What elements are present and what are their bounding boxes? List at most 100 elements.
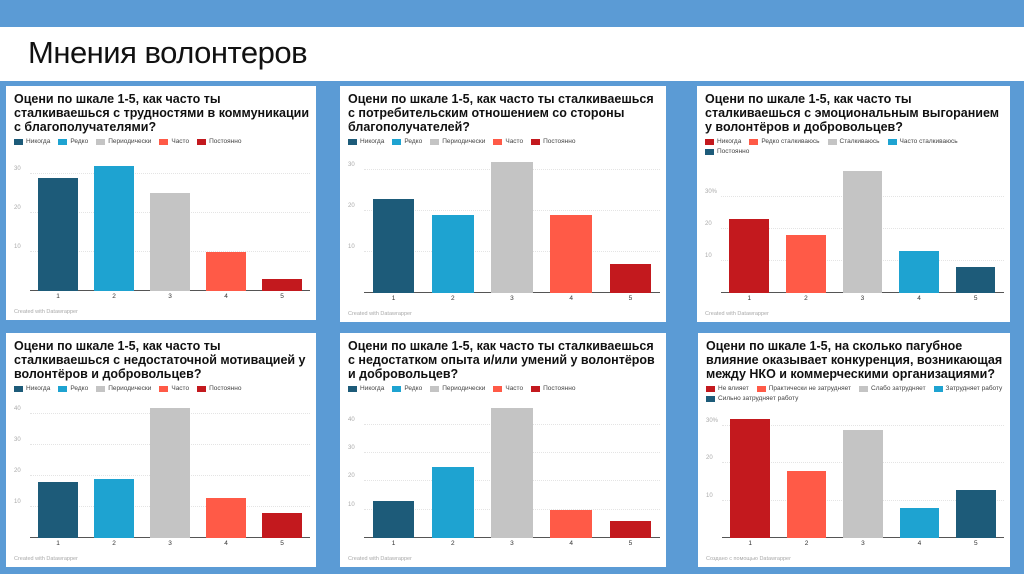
x-tick-label: 1 (56, 540, 60, 547)
legend-swatch (705, 139, 714, 145)
chart-footer: Created with Datawrapper (14, 309, 78, 315)
x-tick-label: 3 (510, 295, 514, 302)
bar-1 (730, 418, 770, 538)
y-tick-label: 10 (14, 499, 21, 506)
legend-label: Редко сталкиваюсь (761, 138, 820, 145)
x-tick-label: 1 (56, 293, 60, 300)
legend-label: Периодически (108, 138, 152, 145)
legend-item: Не влияет (706, 385, 749, 393)
gridline (30, 172, 310, 174)
legend-label: Редко (70, 138, 89, 145)
legend-item: Часто (493, 138, 523, 146)
chart-title: Оцени по шкале 1-5, как часто ты сталкив… (348, 92, 654, 134)
legend-swatch (58, 139, 68, 145)
legend-item: Никогда (14, 385, 50, 393)
legend-swatch (392, 139, 402, 145)
bar-3 (843, 429, 883, 538)
chart-legend: Не влияет Практически не затрудняет Слабо … (706, 385, 1004, 403)
chart-panel-experience: Оцени по шкале 1-5, как часто ты сталкив… (340, 333, 666, 567)
legend-label: Практически не затрудняет (768, 385, 852, 392)
legend-label: Редко (404, 138, 423, 145)
y-tick-label: 10 (348, 244, 355, 251)
x-tick-label: 2 (112, 293, 116, 300)
legend-swatch (756, 386, 766, 392)
chart-panel-consumer-attitude: Оцени по шкале 1-5, как часто ты сталкив… (340, 86, 666, 322)
chart-footer: Created with Datawrapper (348, 556, 412, 562)
chart-legend: Никогда Редко Периодически Часто Постоянно (14, 138, 310, 146)
legend-item: Периодически (96, 385, 151, 393)
legend-label: Периодически (108, 385, 152, 392)
legend-item: Постоянно (531, 138, 575, 146)
legend-swatch (705, 149, 714, 155)
legend-label: Редко (404, 385, 423, 392)
legend-swatch (493, 139, 503, 145)
legend-item: Часто (493, 385, 523, 393)
legend-swatch (159, 139, 169, 145)
legend-swatch (531, 386, 541, 392)
legend-swatch (827, 139, 837, 145)
y-tick-label: 20 (348, 473, 355, 480)
y-tick-label: 40 (348, 416, 355, 423)
bar-4 (550, 509, 592, 538)
legend-label: Никогда (360, 385, 385, 392)
x-tick-label: 4 (917, 540, 922, 547)
legend-item: Редко (58, 385, 88, 393)
legend-swatch (96, 386, 106, 392)
y-tick-label: 10 (14, 243, 21, 250)
legend-swatch (749, 139, 759, 145)
bar-4 (899, 251, 939, 293)
y-tick-label: 30% (706, 418, 719, 425)
x-tick-label: 1 (747, 295, 752, 302)
x-tick-label: 2 (450, 295, 455, 302)
plot-area: 10 20 30 1 2 3 4 5 (348, 154, 660, 305)
legend-item: Часто (159, 385, 189, 393)
legend-swatch (14, 139, 23, 145)
legend-swatch (887, 139, 897, 145)
bar-3 (491, 162, 533, 293)
chart-legend: Никогда Редко Периодически Часто Постоянно (14, 385, 310, 393)
bar-1 (729, 219, 770, 293)
slide-header: Мнения волонтеров (0, 27, 1024, 81)
y-tick-label: 10 (705, 252, 712, 259)
legend-swatch (531, 139, 541, 145)
y-tick-label: 30 (348, 162, 355, 169)
legend-item: Постоянно (705, 148, 749, 156)
legend-label: Никогда (717, 138, 742, 145)
bar-5 (955, 267, 996, 293)
x-tick-label: 5 (973, 540, 978, 547)
chart-title: Оцени по шкале 1-5, как часто ты сталкив… (14, 339, 306, 381)
y-tick-label: 20 (14, 204, 21, 211)
legend-item: Периодически (430, 138, 485, 146)
x-tick-label: 5 (973, 295, 978, 302)
chart-title: Оцени по шкале 1-5, как часто ты сталкив… (348, 339, 655, 381)
plot-area: 10 20 30 40 1 2 3 4 5 (348, 401, 660, 550)
legend-label: Постоянно (543, 385, 576, 392)
bar-2 (432, 467, 474, 538)
legend-item: Никогда (348, 138, 384, 146)
legend-swatch (348, 386, 357, 392)
x-tick-label: 1 (391, 295, 396, 302)
bar-5 (609, 264, 652, 293)
legend-label: Часто (505, 138, 524, 145)
legend-swatch (58, 386, 68, 392)
gridline (722, 425, 1004, 427)
legend-label: Постоянно (543, 138, 576, 145)
bar-2 (786, 470, 827, 538)
legend-swatch (430, 386, 440, 392)
legend-item: Никогда (705, 138, 741, 146)
bar-5 (262, 513, 302, 538)
legend-label: Часто сталкиваюсь (899, 138, 958, 145)
bar-2 (94, 479, 134, 538)
plot-area: 10 20 30% 1 2 3 4 5 (706, 411, 1004, 550)
legend-label: Сильно затрудняет работу (718, 395, 799, 402)
legend-label: Никогда (26, 385, 51, 392)
x-tick-label: 2 (804, 540, 809, 547)
chart-panel-motivation: Оцени по шкале 1-5, как часто ты сталкив… (6, 333, 316, 567)
legend-item: Никогда (348, 385, 384, 393)
legend-label: Периодически (442, 138, 486, 145)
x-tick-label: 3 (168, 293, 172, 300)
slide-title: Мнения волонтеров (28, 35, 308, 70)
bar-2 (432, 215, 474, 293)
x-tick-label: 2 (112, 540, 116, 547)
y-tick-label: 20 (348, 203, 355, 210)
